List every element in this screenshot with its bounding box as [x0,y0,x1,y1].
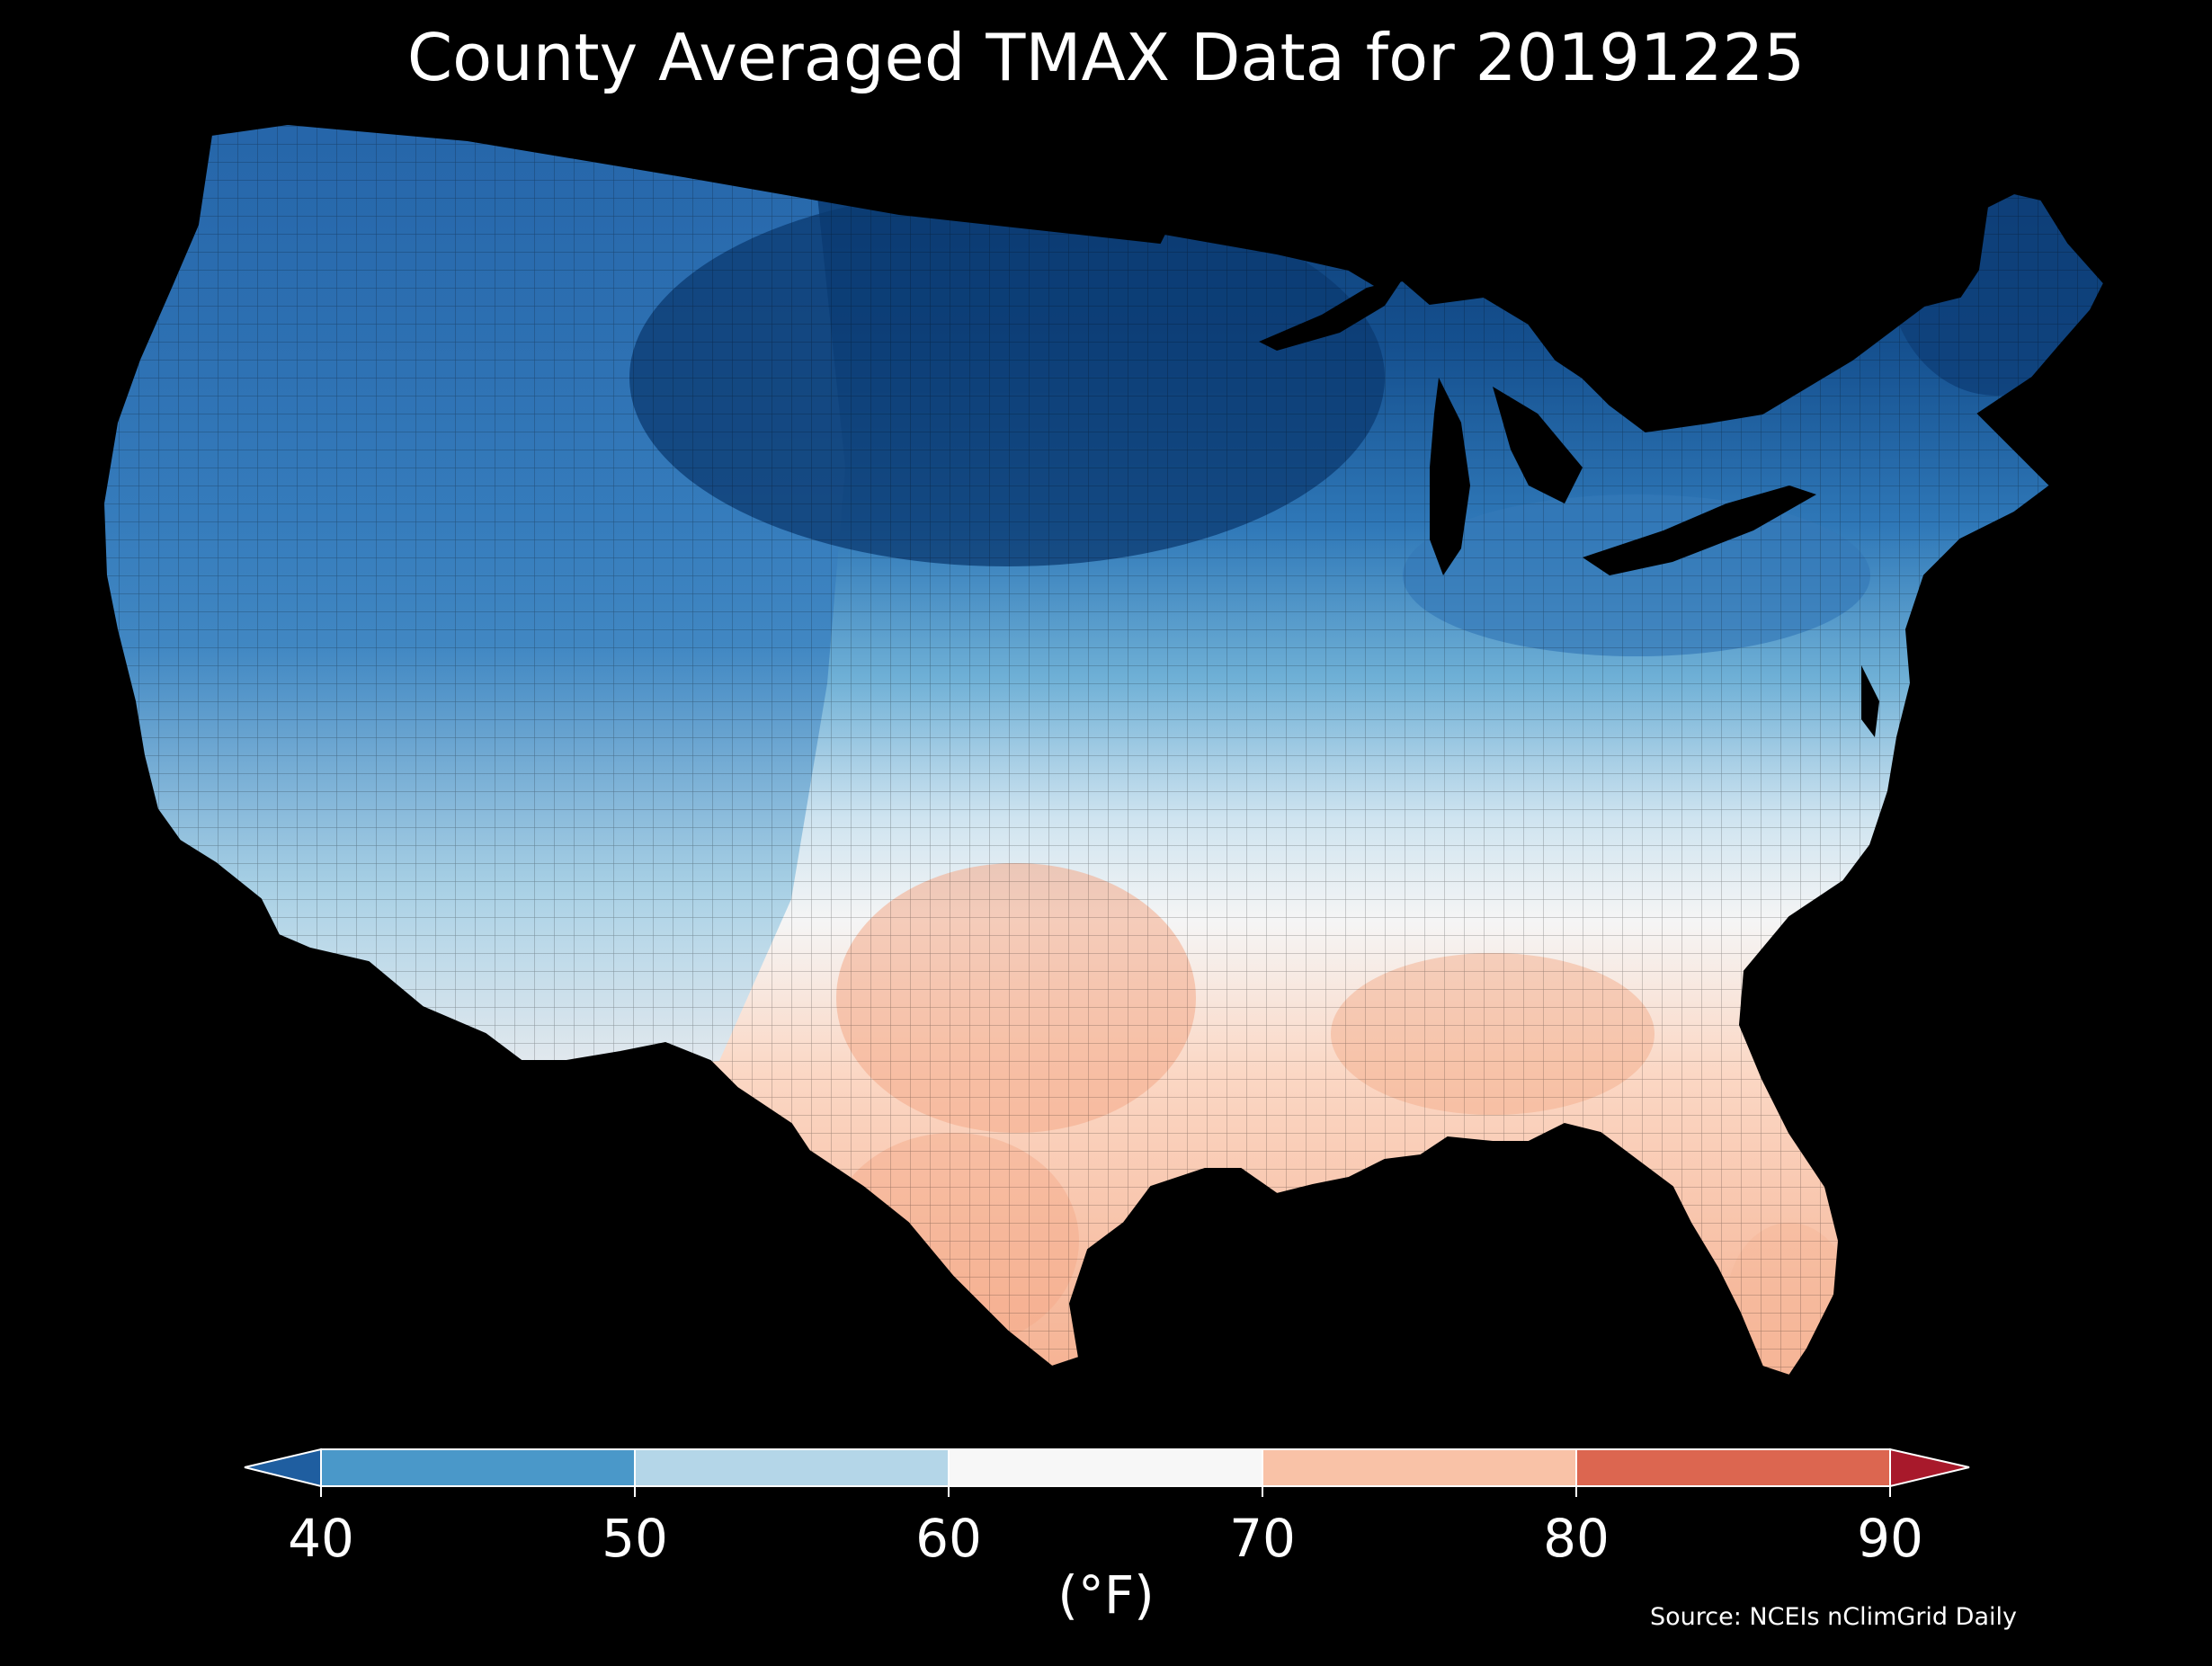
colorbar-tick-label: 80 [1543,1508,1610,1569]
lake-huron [1493,387,1583,503]
colorbar-unit-label: (°F) [1057,1564,1155,1626]
lake-superior [1259,279,1403,351]
colorbar-over-arrow [1889,1448,1970,1488]
lake-erie-ontario [1583,486,1816,575]
lake-michigan [1430,378,1470,575]
source-note: Source: NCEIs nClimGrid Daily [1650,1603,2017,1631]
colorbar-tick-label: 60 [915,1508,982,1569]
colorbar-tick-label: 50 [602,1508,668,1569]
colorbar-tick-label: 90 [1857,1508,1923,1569]
colorbar-bin-60-70 [949,1449,1262,1486]
colorbar-bin-70-80 [1262,1449,1576,1486]
colorbar-tick-label: 40 [288,1508,354,1569]
colorbar-bin-80-90 [1576,1449,1890,1486]
colorbar-under-arrow [244,1448,322,1488]
colorbar-tick-label: 70 [1229,1508,1296,1569]
colorbar-bin-40-50 [321,1449,635,1486]
colorbar-bin-50-60 [635,1449,949,1486]
map-title: County Averaged TMAX Data for 20191225 [406,20,1806,95]
